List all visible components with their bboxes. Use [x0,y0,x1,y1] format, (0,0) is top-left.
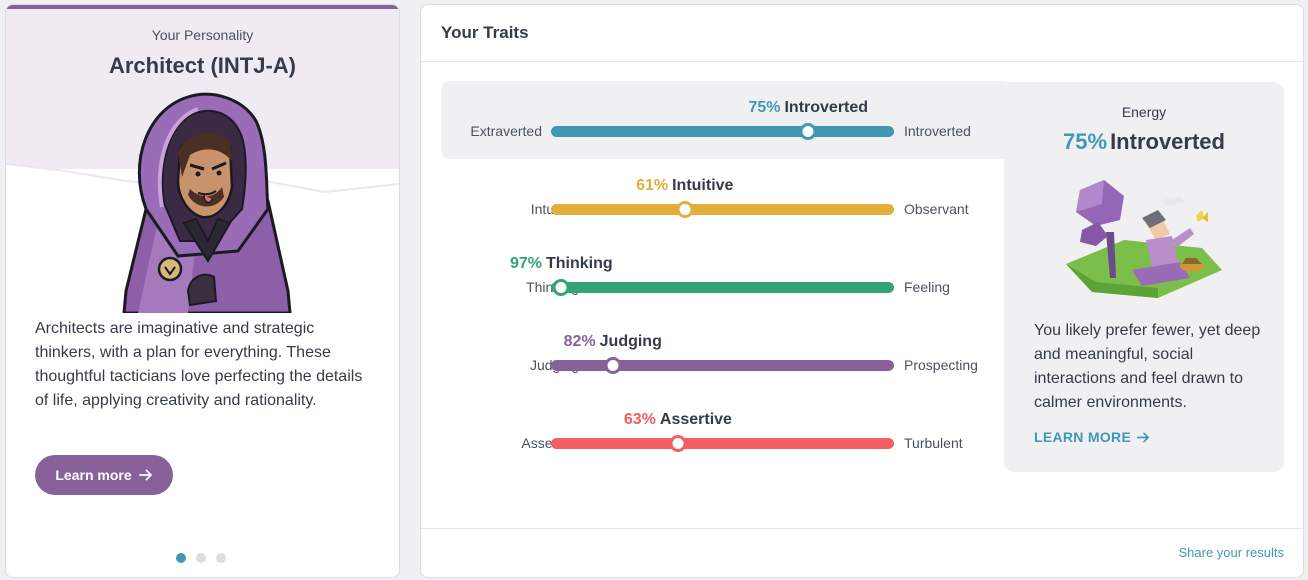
trait-percent: 75% [748,99,781,116]
trait-label: Judging [599,333,662,350]
carousel-dots [176,553,226,563]
trait-slider-knob[interactable] [799,123,817,140]
personality-title: Architect (INTJ-A) [108,53,296,78]
trait-bar[interactable] [551,435,894,452]
trait-right-pole: Feeling [904,279,950,295]
trait-row[interactable]: 61%IntuitiveIntuitive Observant [441,159,1041,237]
trait-percent-label: 75% Introverted [748,99,868,117]
trait-percent-label: 63% Assertive [624,411,732,429]
trait-slider-knob[interactable] [552,279,570,296]
trait-percent: 97% [509,255,542,272]
personality-description: Architects are imaginative and strategic… [35,320,363,409]
energy-title: 75% Introverted [1004,129,1284,155]
trait-percent-label: 61% Intuitive [636,177,733,195]
card-accent-bar [6,5,399,9]
trait-percent-label: 97% Thinking [510,255,613,273]
trait-bar[interactable] [551,357,894,374]
trait-label: Introverted [784,99,869,116]
personality-card: Your Personality Architect (INTJ-A) Arch… [5,4,400,578]
trait-row[interactable]: 97%ThinkingThinking Feeling [441,237,1041,315]
divider [421,528,1303,529]
trait-percent: 61% [636,177,669,194]
energy-percent: 75% [1063,129,1108,154]
trait-slider-knob[interactable] [604,357,622,374]
carousel-dot[interactable] [216,553,226,563]
trait-label: Intuitive [672,177,734,194]
traits-title: Your Traits [441,23,529,42]
energy-label: Introverted [1110,129,1225,154]
trait-label: Thinking [545,255,613,272]
trait-right-pole: Observant [904,201,969,217]
arrow-right-icon [138,469,152,481]
trait-slider-knob[interactable] [669,435,687,452]
trait-label: Assertive [659,411,732,428]
trait-slider-knob[interactable] [676,201,694,218]
personality-kicker: Your Personality [151,27,254,43]
trait-row[interactable]: 82%JudgingJudging Prospecting [441,315,1041,393]
carousel-dot[interactable] [176,553,186,563]
carousel-dot[interactable] [196,553,206,563]
energy-learn-more-label: LEARN MORE [1034,429,1132,445]
trait-right-pole: Prospecting [904,357,978,373]
trait-bar[interactable] [551,123,894,140]
arrow-right-icon [1137,431,1150,443]
architect-avatar-illustration [122,92,292,313]
trait-row[interactable]: 63%AssertiveAssertive Turbulent [441,393,1041,471]
traits-list: 75% Introverted Extraverted Introverted 61% I… [441,81,1284,473]
energy-detail-card: Energy 75% Introverted [1004,82,1284,472]
share-results-link[interactable]: Share your results [1178,545,1285,560]
learn-more-label: Learn more [55,467,132,483]
trait-left-pole: Extraverted [470,123,542,139]
learn-more-button[interactable]: Learn more [35,455,173,495]
trait-percent: 63% [623,411,656,428]
trait-right-pole: Introverted [904,123,971,139]
divider [421,61,1303,62]
traits-panel: Your Traits 75% Introverted Extraverted Int… [420,4,1304,578]
introvert-illustration [1066,180,1222,298]
trait-percent: 82% [563,333,596,350]
trait-bar[interactable] [551,279,894,296]
energy-learn-more-link[interactable]: LEARN MORE [1034,429,1150,445]
trait-bar[interactable] [551,201,894,218]
trait-row[interactable]: 75% Introverted Extraverted Introverted [441,81,1004,159]
trait-right-pole: Turbulent [904,435,963,451]
trait-percent-label: 82% Judging [564,333,662,351]
energy-description: You likely prefer fewer, yet deep and me… [1034,322,1261,411]
energy-kicker: Energy [1121,104,1167,120]
